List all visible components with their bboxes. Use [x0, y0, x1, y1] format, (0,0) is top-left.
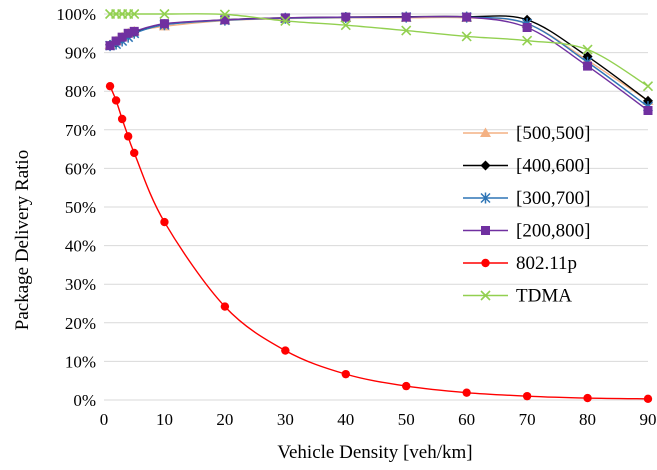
legend-item: [500,500]: [463, 123, 590, 144]
series-line: [109, 15, 649, 112]
legend: [500,500] [400,600] [300,700] [200,800] 802.…: [463, 123, 590, 307]
data-point: [643, 106, 653, 115]
data-point: [462, 388, 471, 397]
legend-item: [200,800]: [463, 221, 590, 242]
data-point: [129, 8, 140, 20]
legend-label: 802.11p: [516, 253, 577, 274]
data-point: [105, 81, 115, 91]
legend-label: TDMA: [516, 286, 572, 307]
x-axis-title: Vehicle Density [veh/km]: [277, 442, 472, 463]
data-point: [582, 44, 593, 55]
y-tick-label: 90%: [65, 44, 96, 63]
y-axis-title: Package Delivery Ratio: [12, 150, 33, 330]
data-point: [340, 20, 351, 31]
legend-marker: [480, 127, 491, 137]
data-point: [159, 19, 169, 29]
y-tick-label: 30%: [65, 275, 96, 294]
y-tick-label: 60%: [65, 159, 96, 178]
series-line: [109, 15, 649, 108]
data-point: [401, 12, 411, 22]
data-point: [111, 36, 121, 46]
data-point: [341, 12, 351, 22]
y-tick-label: 70%: [65, 121, 96, 140]
y-tick-label: 100%: [56, 5, 96, 24]
data-point: [402, 381, 411, 391]
data-point: [583, 61, 593, 71]
data-point: [281, 346, 290, 355]
series-line: [109, 16, 649, 102]
x-tick-label: 0: [100, 410, 109, 429]
x-tick-label: 10: [156, 410, 173, 429]
series-400-600: [105, 11, 653, 106]
legend-marker: [481, 258, 490, 268]
x-tick-label: 70: [519, 410, 536, 429]
x-tick-label: 40: [337, 410, 354, 429]
y-tick-label: 50%: [65, 198, 96, 217]
data-point: [642, 81, 654, 92]
legend-item: [400,600]: [463, 156, 590, 177]
data-point: [341, 369, 350, 379]
x-tick-label: 60: [458, 410, 475, 429]
series-300-700: [105, 11, 654, 113]
data-point: [117, 32, 127, 42]
y-tick-label: 10%: [65, 352, 96, 371]
y-tick-label: 0%: [73, 391, 96, 410]
data-point: [401, 25, 412, 36]
data-point: [160, 217, 169, 227]
data-point: [130, 148, 139, 158]
legend-label: [500,500]: [516, 123, 590, 144]
tick-labels: 0% 10% 20% 30% 40% 50% 60% 70% 80% 90% 100% 0 10 20 30…: [56, 5, 656, 429]
data-point: [461, 31, 472, 42]
data-point: [583, 393, 592, 403]
data-point: [462, 12, 472, 22]
legend-label: [400,600]: [516, 156, 590, 177]
data-point: [280, 13, 290, 23]
data-point: [522, 391, 532, 401]
y-tick-label: 40%: [65, 237, 96, 256]
legend-item: 802.11p: [463, 253, 577, 274]
x-tick-label: 20: [216, 410, 233, 429]
legend-marker: [480, 160, 491, 171]
legend-label: [200,800]: [516, 221, 590, 242]
y-tick-label: 80%: [65, 82, 96, 101]
data-point: [522, 35, 533, 46]
data-point: [219, 9, 230, 20]
legend-label: [300,700]: [516, 188, 590, 209]
y-tick-label: 20%: [65, 314, 96, 333]
x-tick-label: 50: [398, 410, 415, 429]
series-tdma: [104, 8, 654, 92]
data-point: [280, 15, 291, 27]
data-point: [111, 96, 121, 105]
series-802-11p: [105, 81, 653, 404]
data-point: [123, 28, 133, 38]
legend-item: [300,700]: [463, 188, 590, 209]
legend-item: TDMA: [463, 286, 572, 307]
data-point: [522, 23, 532, 33]
legend-marker: [481, 226, 490, 235]
series: [104, 8, 654, 404]
data-point: [117, 114, 127, 124]
data-point: [159, 8, 170, 20]
x-tick-label: 80: [579, 410, 596, 429]
data-point: [105, 41, 115, 51]
x-tick-label: 90: [640, 410, 657, 429]
series-line: [110, 13, 649, 87]
data-point: [123, 132, 133, 141]
legend-marker: [480, 290, 491, 301]
x-tick-label: 30: [277, 410, 294, 429]
data-point: [220, 15, 230, 25]
data-point: [643, 394, 653, 404]
data-point: [220, 302, 230, 311]
legend-marker: [480, 192, 491, 204]
data-point: [129, 26, 139, 36]
